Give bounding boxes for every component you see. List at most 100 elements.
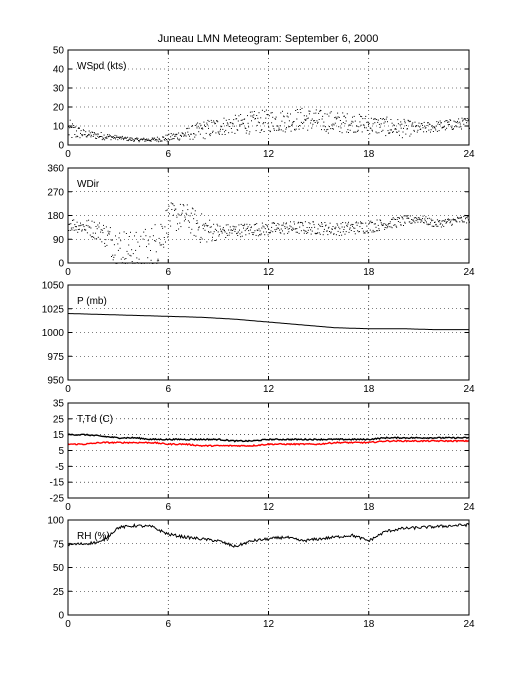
data-point <box>109 227 111 229</box>
data-point <box>330 232 332 234</box>
data-point <box>240 114 242 115</box>
data-point <box>299 109 301 110</box>
data-point <box>263 122 265 124</box>
data-point <box>317 121 319 123</box>
data-point <box>213 121 215 123</box>
data-point <box>436 225 438 227</box>
data-point <box>189 215 191 217</box>
data-point <box>419 217 421 219</box>
data-point <box>407 215 408 217</box>
data-point <box>158 237 160 239</box>
data-point <box>201 127 203 129</box>
data-point <box>241 119 243 121</box>
data-point <box>304 230 306 232</box>
data-point <box>281 224 283 226</box>
data-point <box>90 136 92 138</box>
data-point <box>179 222 181 224</box>
data-point <box>308 110 310 112</box>
data-point <box>285 128 287 130</box>
data-point <box>180 226 182 228</box>
data-point <box>321 222 322 224</box>
data-point <box>113 256 115 258</box>
data-point <box>400 127 402 129</box>
data-point <box>105 226 107 228</box>
data-point <box>446 127 448 129</box>
data-point <box>386 227 388 229</box>
data-point <box>442 220 444 222</box>
data-point <box>336 117 338 119</box>
data-point <box>144 140 146 142</box>
data-point <box>323 228 325 230</box>
data-point <box>233 119 235 121</box>
data-point <box>352 225 353 227</box>
data-point <box>339 228 341 230</box>
data-point <box>267 234 269 236</box>
data-point <box>372 123 374 125</box>
data-point <box>85 229 87 231</box>
data-point <box>352 224 354 225</box>
data-point <box>388 132 390 134</box>
data-point <box>380 220 382 222</box>
data-point <box>430 218 432 220</box>
data-point <box>86 135 88 137</box>
data-point <box>465 120 467 121</box>
data-point <box>338 126 340 128</box>
data-point <box>118 237 120 239</box>
data-point <box>94 238 96 240</box>
data-point <box>316 120 318 122</box>
data-point <box>393 124 395 126</box>
y-tick-label: 0 <box>58 141 64 152</box>
data-point <box>225 119 227 121</box>
data-point <box>192 208 194 210</box>
data-point <box>147 138 149 140</box>
data-point <box>351 223 353 225</box>
data-point <box>447 218 449 220</box>
data-point <box>93 134 95 136</box>
y-tick-label: 35 <box>53 399 65 410</box>
series-line <box>68 313 469 331</box>
data-point <box>374 223 376 225</box>
data-point <box>450 219 452 221</box>
data-point <box>247 115 248 117</box>
data-point <box>444 121 446 123</box>
data-point <box>150 250 151 251</box>
data-point <box>251 120 252 122</box>
data-point <box>208 232 210 234</box>
data-point <box>302 127 304 129</box>
data-point <box>76 226 77 228</box>
data-point <box>343 226 345 228</box>
y-tick-label: 40 <box>53 65 65 76</box>
data-point <box>195 235 197 237</box>
data-point <box>307 229 309 231</box>
data-point <box>260 117 262 119</box>
data-point <box>92 136 94 137</box>
data-point <box>320 110 322 111</box>
data-point <box>306 118 308 120</box>
y-tick-label: -15 <box>50 478 65 489</box>
data-point <box>327 227 329 229</box>
data-point <box>386 116 388 118</box>
data-point <box>417 217 419 219</box>
data-point <box>382 118 384 120</box>
data-point <box>332 123 334 125</box>
data-point <box>100 229 102 231</box>
data-point <box>280 112 282 114</box>
data-point <box>427 224 429 226</box>
data-point <box>345 231 347 233</box>
data-point <box>344 123 346 125</box>
data-point <box>81 230 83 232</box>
data-point <box>104 245 106 247</box>
data-point <box>90 134 92 136</box>
data-point <box>352 116 353 118</box>
data-point <box>416 131 418 133</box>
data-point <box>198 226 200 228</box>
data-point <box>115 235 116 237</box>
data-point <box>105 136 107 138</box>
data-point <box>138 258 140 260</box>
data-point <box>319 225 321 227</box>
data-point <box>389 223 391 224</box>
data-point <box>252 234 254 236</box>
data-point <box>201 128 203 130</box>
data-point <box>216 120 217 122</box>
data-point <box>397 217 399 218</box>
